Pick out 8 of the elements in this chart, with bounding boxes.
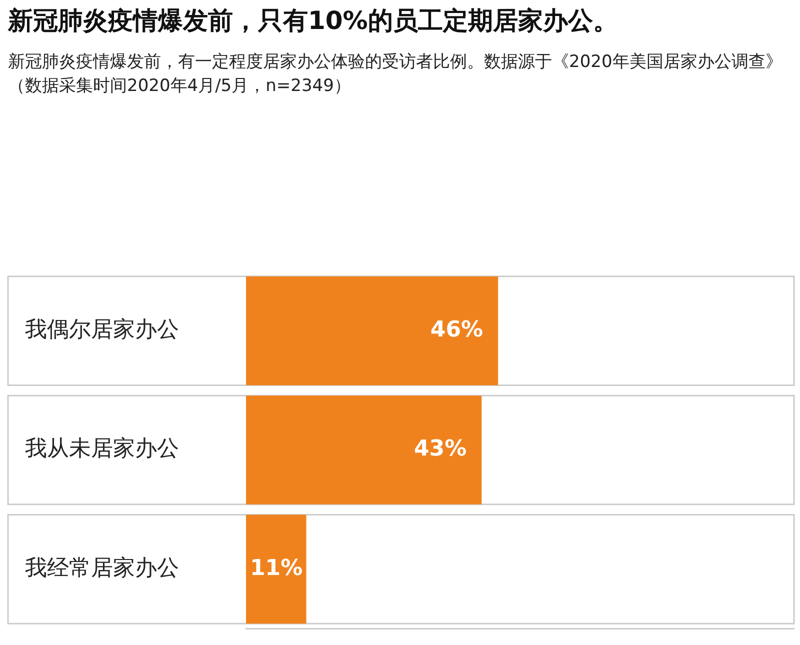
chart-title: 新冠肺炎疫情爆发前，只有10%的员工定期居家办公。 [8,5,618,37]
data-label: 11% [250,556,303,581]
data-label: 46% [430,318,484,343]
y-tick-label: 我从未居家办公 [25,436,179,462]
y-tick-label: 我偶尔居家办公 [25,318,179,343]
chart-subtitle: 新冠肺炎疫情爆发前，有一定程度居家办公体验的受访者比例。数据源于《2020年美国居家办公调查》（数据采集时间2020年4月/5月，n=2349） [8,51,784,98]
y-tick-label: 我经常居家办公 [25,556,179,581]
data-label: 43% [414,436,467,462]
